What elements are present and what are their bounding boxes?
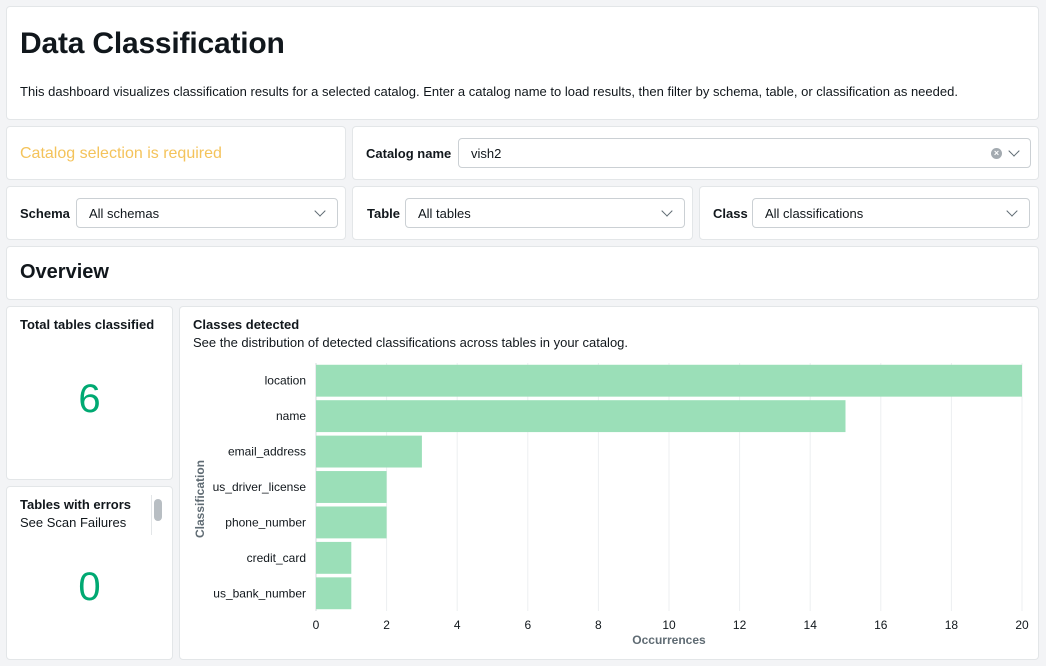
catalog-filter-card: Catalog name vish2 × bbox=[352, 126, 1039, 180]
chevron-down-icon[interactable] bbox=[1006, 205, 1018, 217]
chevron-down-icon[interactable] bbox=[661, 205, 673, 217]
scrollbar[interactable] bbox=[151, 495, 164, 535]
x-tick-label: 8 bbox=[595, 618, 602, 632]
header-card: Data Classification This dashboard visua… bbox=[6, 6, 1039, 120]
x-axis-title: Occurrences bbox=[632, 633, 706, 647]
kpi-total-title: Total tables classified bbox=[20, 317, 155, 332]
schema-select-value: All schemas bbox=[89, 205, 160, 221]
catalog-warning-text: Catalog selection is required bbox=[20, 145, 222, 162]
x-tick-label: 4 bbox=[454, 618, 461, 632]
catalog-label: Catalog name bbox=[366, 146, 452, 161]
schema-label: Schema bbox=[20, 206, 70, 221]
x-tick-label: 16 bbox=[874, 618, 888, 632]
category-label: credit_card bbox=[247, 551, 306, 565]
category-label: email_address bbox=[228, 445, 306, 459]
kpi-total-value: 6 bbox=[78, 377, 101, 421]
kpi-errors-value: 0 bbox=[78, 565, 101, 609]
page-description: This dashboard visualizes classification… bbox=[20, 84, 958, 99]
class-select[interactable]: All classifications bbox=[752, 198, 1030, 228]
chart-card: Classes detected See the distribution of… bbox=[179, 306, 1039, 660]
bar-us-bank-number[interactable] bbox=[316, 577, 352, 610]
x-tick-label: 20 bbox=[1015, 618, 1029, 632]
catalog-select[interactable]: vish2 × bbox=[458, 138, 1031, 168]
scrollbar-thumb[interactable] bbox=[154, 499, 162, 521]
x-tick-label: 0 bbox=[313, 618, 320, 632]
overview-title: Overview bbox=[20, 261, 109, 283]
bar-phone-number[interactable] bbox=[316, 506, 387, 539]
chart-subtitle: See the distribution of detected classif… bbox=[193, 335, 629, 350]
chevron-down-icon[interactable] bbox=[1008, 145, 1020, 157]
category-label: name bbox=[276, 409, 306, 423]
category-label: location bbox=[265, 374, 306, 388]
catalog-select-value: vish2 bbox=[471, 145, 502, 161]
catalog-warning-card: Catalog selection is required bbox=[6, 126, 346, 180]
x-tick-label: 12 bbox=[733, 618, 747, 632]
table-label: Table bbox=[367, 206, 400, 221]
bar-location[interactable] bbox=[316, 364, 1022, 397]
class-label: Class bbox=[713, 206, 748, 221]
kpi-errors-subtitle[interactable]: See Scan Failures bbox=[20, 515, 127, 530]
page-title: Data Classification bbox=[20, 27, 285, 60]
bar-email-address[interactable] bbox=[316, 435, 422, 468]
class-filter-card: Class All classifications bbox=[699, 186, 1039, 240]
bar-credit-card[interactable] bbox=[316, 541, 352, 574]
x-tick-label: 2 bbox=[383, 618, 390, 632]
kpi-total-card: Total tables classified 6 bbox=[6, 306, 173, 480]
overview-card: Overview bbox=[6, 246, 1039, 300]
table-select[interactable]: All tables bbox=[405, 198, 685, 228]
x-tick-label: 10 bbox=[662, 618, 676, 632]
x-tick-label: 6 bbox=[524, 618, 531, 632]
clear-icon[interactable]: × bbox=[991, 147, 1002, 159]
bar-chart: location name email_address us_driver_licen… bbox=[193, 363, 1029, 647]
bar-name[interactable] bbox=[316, 400, 846, 433]
schema-select[interactable]: All schemas bbox=[76, 198, 338, 228]
chevron-down-icon[interactable] bbox=[314, 205, 326, 217]
table-filter-card: Table All tables bbox=[352, 186, 693, 240]
category-label: phone_number bbox=[225, 515, 306, 529]
x-tick-label: 18 bbox=[945, 618, 959, 632]
kpi-errors-title: Tables with errors bbox=[20, 497, 132, 512]
x-tick-label: 14 bbox=[804, 618, 818, 632]
category-label: us_driver_license bbox=[213, 480, 307, 494]
table-select-value: All tables bbox=[418, 205, 471, 221]
category-label: us_bank_number bbox=[213, 586, 306, 600]
schema-filter-card: Schema All schemas bbox=[6, 186, 346, 240]
chart-title: Classes detected bbox=[193, 317, 300, 332]
class-select-value: All classifications bbox=[765, 205, 864, 221]
y-axis-title: Classification bbox=[193, 460, 207, 538]
kpi-errors-card: Tables with errors See Scan Failures 0 bbox=[6, 486, 173, 660]
bar-us-driver-license[interactable] bbox=[316, 471, 387, 503]
